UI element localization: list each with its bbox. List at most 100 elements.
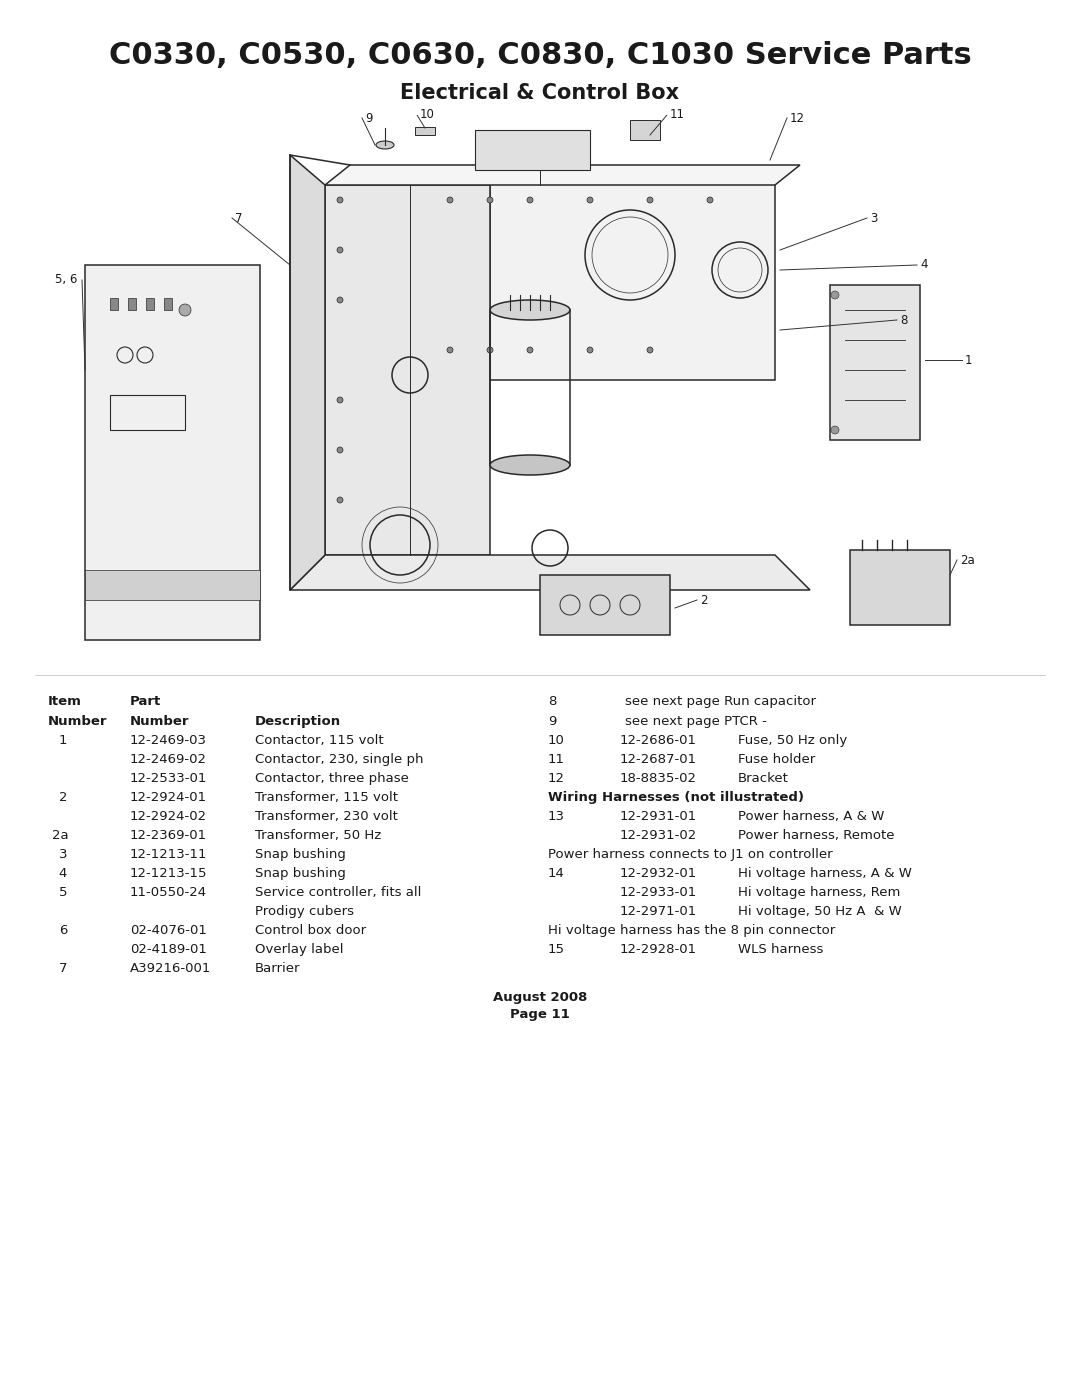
- Text: Electrical & Control Box: Electrical & Control Box: [401, 82, 679, 103]
- Ellipse shape: [376, 141, 394, 149]
- Text: 10: 10: [548, 733, 565, 747]
- Text: 12-2469-03: 12-2469-03: [130, 733, 207, 747]
- Text: Barrier: Barrier: [255, 963, 300, 975]
- Polygon shape: [475, 130, 590, 170]
- Text: 02-4076-01: 02-4076-01: [130, 923, 207, 937]
- Bar: [146, 298, 154, 310]
- Text: 12-2928-01: 12-2928-01: [620, 943, 697, 956]
- Polygon shape: [540, 576, 670, 636]
- Text: 12-2369-01: 12-2369-01: [130, 828, 207, 842]
- Text: 12-2469-02: 12-2469-02: [130, 753, 207, 766]
- Text: Fuse, 50 Hz only: Fuse, 50 Hz only: [738, 733, 847, 747]
- Text: 12: 12: [548, 773, 565, 785]
- Text: A39216-001: A39216-001: [130, 963, 212, 975]
- Text: 12-2687-01: 12-2687-01: [620, 753, 697, 766]
- Circle shape: [647, 197, 653, 203]
- Text: Hi voltage harness, A & W: Hi voltage harness, A & W: [738, 868, 912, 880]
- Text: 1: 1: [58, 733, 67, 747]
- Text: 12-2931-02: 12-2931-02: [620, 828, 698, 842]
- Text: Hi voltage harness has the 8 pin connector: Hi voltage harness has the 8 pin connect…: [548, 923, 835, 937]
- Circle shape: [337, 247, 343, 253]
- Polygon shape: [831, 285, 920, 440]
- Circle shape: [337, 397, 343, 402]
- Text: Hi voltage harness, Rem: Hi voltage harness, Rem: [738, 886, 901, 900]
- Circle shape: [831, 291, 839, 299]
- Text: 12-2933-01: 12-2933-01: [620, 886, 698, 900]
- Text: Control box door: Control box door: [255, 923, 366, 937]
- Text: WLS harness: WLS harness: [738, 943, 823, 956]
- Polygon shape: [291, 155, 325, 590]
- Text: Part: Part: [130, 694, 161, 708]
- Circle shape: [337, 497, 343, 503]
- Polygon shape: [325, 165, 800, 184]
- Text: Hi voltage, 50 Hz A  & W: Hi voltage, 50 Hz A & W: [738, 905, 902, 918]
- Bar: [630, 120, 660, 140]
- Text: 12: 12: [789, 112, 805, 124]
- Text: 02-4189-01: 02-4189-01: [130, 943, 207, 956]
- Text: 5, 6: 5, 6: [55, 274, 78, 286]
- Text: Number: Number: [48, 715, 108, 728]
- Text: see next page PTCR -: see next page PTCR -: [625, 715, 767, 728]
- Polygon shape: [850, 550, 950, 624]
- Text: 7: 7: [235, 211, 243, 225]
- Text: 12-2533-01: 12-2533-01: [130, 773, 207, 785]
- Text: Overlay label: Overlay label: [255, 943, 343, 956]
- Text: Item: Item: [48, 694, 82, 708]
- Text: 18-8835-02: 18-8835-02: [620, 773, 697, 785]
- Text: Power harness, Remote: Power harness, Remote: [738, 828, 894, 842]
- Text: Bracket: Bracket: [738, 773, 788, 785]
- Ellipse shape: [490, 455, 570, 475]
- Text: 4: 4: [920, 258, 928, 271]
- Circle shape: [447, 346, 453, 353]
- Circle shape: [831, 426, 839, 434]
- Text: Description: Description: [255, 715, 341, 728]
- Circle shape: [337, 197, 343, 203]
- Text: 11-0550-24: 11-0550-24: [130, 886, 207, 900]
- Text: 3: 3: [870, 211, 877, 225]
- Text: Snap bushing: Snap bushing: [255, 848, 346, 861]
- Circle shape: [588, 197, 593, 203]
- Circle shape: [447, 197, 453, 203]
- Circle shape: [337, 298, 343, 303]
- Text: 11: 11: [548, 753, 565, 766]
- Text: Snap bushing: Snap bushing: [255, 868, 346, 880]
- Text: 12-1213-11: 12-1213-11: [130, 848, 207, 861]
- Text: 10: 10: [420, 109, 435, 122]
- Text: 12-2924-01: 12-2924-01: [130, 791, 207, 805]
- Text: Contactor, three phase: Contactor, three phase: [255, 773, 409, 785]
- Text: August 2008
Page 11: August 2008 Page 11: [492, 990, 588, 1021]
- Text: Service controller, fits all: Service controller, fits all: [255, 886, 421, 900]
- Text: 13: 13: [548, 810, 565, 823]
- Polygon shape: [490, 175, 775, 380]
- Text: 2a: 2a: [52, 828, 68, 842]
- Text: see next page Run capacitor: see next page Run capacitor: [625, 694, 816, 708]
- Text: 12-2931-01: 12-2931-01: [620, 810, 698, 823]
- Circle shape: [487, 346, 492, 353]
- Text: 9: 9: [365, 112, 373, 124]
- Circle shape: [527, 346, 534, 353]
- Text: Wiring Harnesses (not illustrated): Wiring Harnesses (not illustrated): [548, 791, 804, 805]
- Text: 12-2971-01: 12-2971-01: [620, 905, 698, 918]
- Polygon shape: [325, 184, 490, 555]
- Text: 4: 4: [58, 868, 67, 880]
- Text: 8: 8: [548, 694, 556, 708]
- Text: 15: 15: [548, 943, 565, 956]
- Text: 12-2924-02: 12-2924-02: [130, 810, 207, 823]
- Text: 3: 3: [58, 848, 67, 861]
- Polygon shape: [85, 265, 260, 640]
- Circle shape: [487, 197, 492, 203]
- Text: Transformer, 230 volt: Transformer, 230 volt: [255, 810, 397, 823]
- Text: 12-1213-15: 12-1213-15: [130, 868, 207, 880]
- Text: Contactor, 230, single ph: Contactor, 230, single ph: [255, 753, 423, 766]
- Bar: [85, 570, 260, 599]
- Circle shape: [179, 305, 191, 316]
- Text: 2: 2: [700, 594, 707, 606]
- Text: Transformer, 50 Hz: Transformer, 50 Hz: [255, 828, 381, 842]
- Text: 6: 6: [58, 923, 67, 937]
- Text: Transformer, 115 volt: Transformer, 115 volt: [255, 791, 399, 805]
- Polygon shape: [291, 555, 810, 590]
- Circle shape: [527, 197, 534, 203]
- Text: 8: 8: [900, 313, 907, 327]
- Circle shape: [647, 346, 653, 353]
- Bar: [164, 298, 172, 310]
